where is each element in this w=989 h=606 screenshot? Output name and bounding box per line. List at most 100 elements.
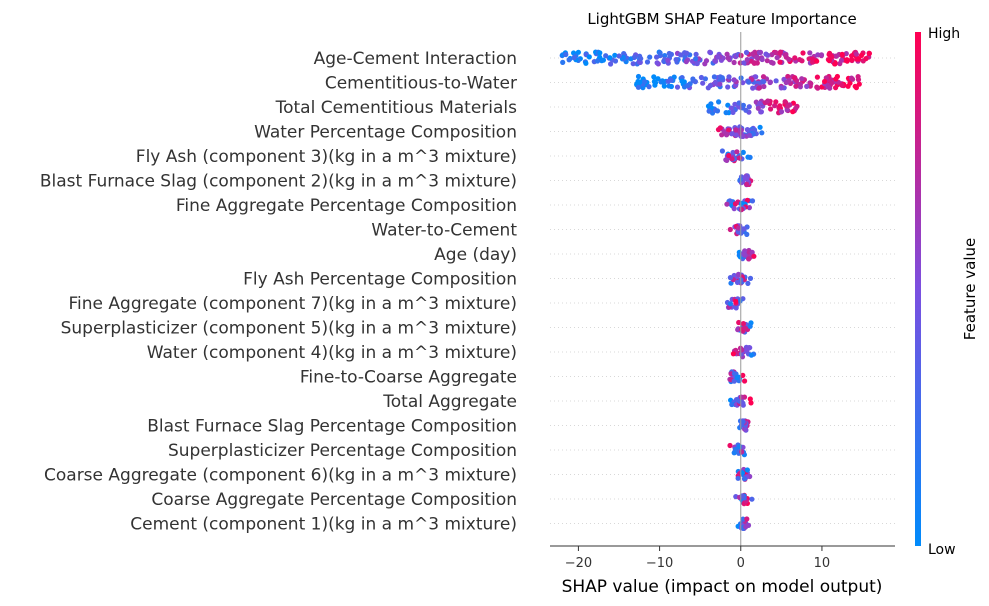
shap-point (742, 378, 748, 384)
shap-point (717, 81, 723, 87)
shap-point (757, 100, 763, 107)
shap-point (746, 256, 752, 262)
shap-point (747, 396, 753, 402)
shap-point (786, 77, 792, 83)
shap-point (726, 152, 732, 159)
x-tick-label: 0 (737, 556, 745, 571)
shap-point (594, 58, 601, 64)
shap-point (778, 85, 784, 91)
shap-point (608, 61, 614, 67)
shap-point (760, 74, 767, 80)
shap-point (706, 108, 712, 114)
shap-point (804, 83, 810, 89)
shap-point (654, 60, 660, 66)
shap-point (586, 54, 592, 60)
shap-point (733, 127, 739, 133)
x-axis-label: SHAP value (impact on model output) (562, 577, 883, 597)
feature-label: Fine Aggregate Percentage Composition (176, 196, 517, 216)
shap-point (818, 52, 825, 58)
shap-point (739, 449, 745, 455)
shap-point (616, 53, 622, 59)
shap-point (702, 61, 708, 67)
shap-point (751, 253, 757, 259)
feature-rows: Age-Cement Interaction Cementitious-to-Wa… (40, 49, 895, 535)
shap-point (765, 98, 771, 104)
shap-point (753, 54, 760, 60)
shap-point (644, 59, 651, 65)
feature-label: Cementitious-to-Water (325, 74, 517, 94)
shap-point (729, 156, 735, 162)
shap-point (793, 83, 799, 89)
feature-label: Water-to-Cement (371, 221, 517, 241)
shap-point (729, 131, 735, 137)
shap-point (866, 50, 873, 57)
shap-point (597, 54, 603, 60)
shap-point (748, 400, 754, 406)
shap-point (741, 60, 747, 66)
shap-point (744, 197, 751, 203)
shap-point (808, 81, 814, 87)
colorbar-high-label: High (928, 26, 960, 42)
shap-point (719, 148, 726, 154)
shap-point (731, 378, 737, 384)
shap-point (769, 52, 775, 58)
shap-point (724, 51, 730, 57)
shap-point (768, 106, 774, 112)
x-axis-ticks: −20 −10 0 10 (565, 546, 830, 571)
shap-point (684, 50, 690, 56)
shap-point (826, 58, 833, 64)
shap-point (725, 84, 731, 90)
shap-point (743, 107, 749, 113)
shap-point (646, 84, 652, 90)
shap-point (738, 394, 745, 400)
shap-point (607, 55, 613, 61)
shap-point (730, 109, 736, 115)
shap-point (757, 124, 763, 130)
shap-point (856, 81, 862, 87)
feature-label: Age (day) (434, 245, 517, 265)
shap-point (731, 77, 737, 83)
shap-point (739, 347, 745, 353)
shap-point (719, 75, 725, 81)
feature-label: Coarse Aggregate (component 6)(kg in a m… (44, 466, 517, 486)
shap-point (740, 400, 746, 406)
shap-point (638, 56, 644, 62)
shap-point (727, 275, 734, 281)
shap-point (714, 108, 721, 114)
shap-point (690, 76, 696, 82)
shap-point (571, 55, 577, 61)
shap-point (693, 51, 699, 57)
shap-point (839, 51, 845, 57)
shap-point (612, 52, 618, 58)
shap-point (597, 50, 603, 56)
shap-point (761, 83, 767, 90)
shap-point (773, 78, 779, 84)
feature-label: Blast Furnace Slag (component 2)(kg in a… (40, 172, 517, 192)
shap-point (744, 467, 751, 473)
shap-point (845, 83, 851, 89)
shap-point (674, 84, 681, 90)
shap-point (782, 52, 788, 58)
shap-point (832, 61, 838, 67)
shap-point (759, 130, 765, 136)
shap-point (744, 181, 750, 187)
shap-point (750, 131, 757, 137)
shap-point (630, 61, 636, 67)
shap-point (724, 201, 730, 207)
shap-point (768, 59, 775, 65)
feature-label: Fine-to-Coarse Aggregate (300, 368, 517, 388)
shap-point (799, 76, 805, 82)
shap-point (858, 52, 865, 59)
feature-label: Fly Ash (component 3)(kg in a m^3 mixtur… (136, 147, 517, 167)
shap-point (739, 206, 745, 212)
shap-point (829, 80, 835, 86)
shap-point (838, 57, 845, 63)
shap-point (651, 74, 657, 80)
shap-point (620, 54, 626, 61)
shap-point (749, 249, 755, 255)
shap-point (767, 79, 774, 85)
shap-point (750, 85, 756, 91)
shap-point (834, 73, 841, 80)
shap-point (734, 149, 740, 155)
